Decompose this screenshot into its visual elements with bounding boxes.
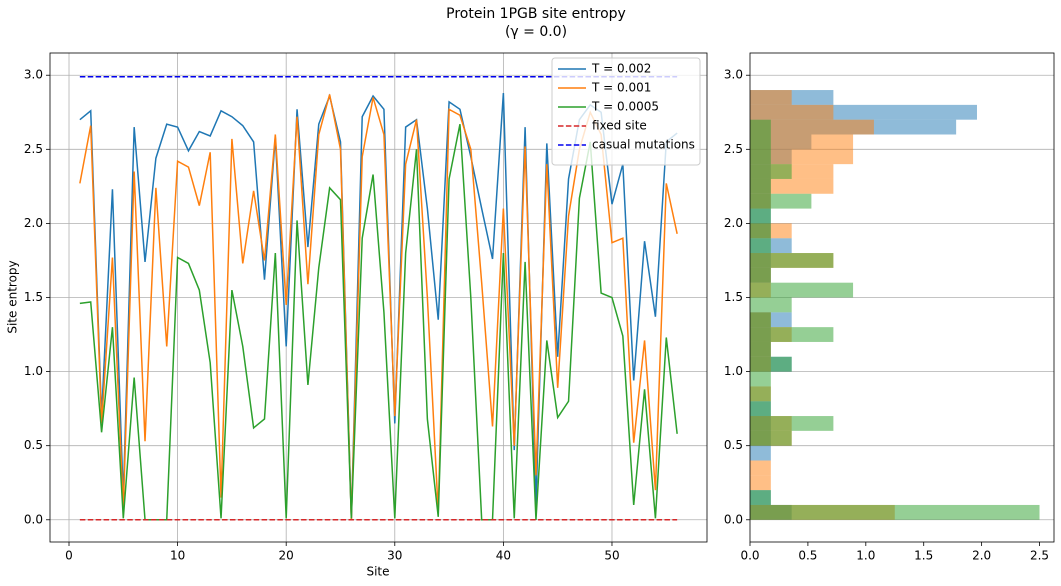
histogram-bar	[750, 430, 792, 446]
y-tick-label: 0.5	[24, 438, 43, 452]
x-tick-label: 0.0	[740, 549, 759, 563]
histogram-bar	[750, 134, 854, 150]
y-tick-label: 1.0	[24, 364, 43, 378]
y-tick-label: 3.0	[24, 68, 43, 82]
histogram-bar	[750, 90, 792, 105]
legend-label: fixed site	[592, 119, 647, 133]
chart-title: Protein 1PGB site entropy	[446, 6, 626, 22]
histogram-bar	[750, 504, 1040, 520]
y-tick-label: 2.5	[24, 142, 43, 156]
x-tick-label: 40	[496, 549, 511, 563]
x-tick-label: 1.5	[914, 549, 933, 563]
y-tick-label: 1.5	[724, 290, 743, 304]
x-tick-label: 0	[65, 549, 73, 563]
x-tick-label: 20	[279, 549, 294, 563]
histogram-bar	[750, 356, 792, 372]
histogram-bar	[750, 327, 834, 342]
histogram-bar	[750, 341, 771, 357]
histogram-bar	[750, 490, 771, 505]
y-tick-label: 1.5	[24, 290, 43, 304]
x-tick-label: 10	[170, 549, 185, 563]
axes-frame	[49, 52, 708, 543]
y-tick-label: 0.0	[724, 512, 743, 526]
axes-frame	[749, 52, 1055, 543]
series-line	[79, 123, 678, 521]
legend-box	[551, 57, 701, 166]
histogram-bar	[750, 164, 792, 179]
y-tick-label: 0.0	[24, 512, 43, 526]
y-axis-label: Site entropy	[6, 260, 20, 333]
histogram-bar	[750, 193, 812, 209]
y-tick-label: 1.0	[724, 364, 743, 378]
histogram-bar	[750, 104, 834, 120]
histogram-bar	[750, 475, 771, 491]
histogram-bar	[750, 119, 874, 135]
histogram-bar	[750, 253, 834, 268]
histogram-bar	[750, 312, 771, 328]
histogram-bar	[750, 445, 771, 461]
x-tick-label: 2.5	[1030, 549, 1049, 563]
histogram-bar	[750, 208, 771, 224]
chart-subtitle: (γ = 0.0)	[505, 24, 567, 40]
histogram-bar	[750, 371, 771, 387]
histogram-bar	[750, 297, 792, 313]
histogram-bar	[750, 460, 771, 476]
x-tick-label: 0.5	[798, 549, 817, 563]
histogram-bar	[750, 282, 854, 298]
x-tick-label: 2.0	[972, 549, 991, 563]
x-tick-label: 50	[604, 549, 619, 563]
histogram-bar	[750, 386, 771, 402]
legend-label: T = 0.002	[591, 62, 651, 76]
y-tick-label: 2.0	[724, 216, 743, 230]
histogram-bar	[750, 134, 771, 150]
histogram-bar	[750, 401, 771, 417]
histogram-bar	[750, 238, 771, 254]
histogram-bar	[750, 416, 834, 431]
y-tick-label: 0.5	[724, 438, 743, 452]
legend-label: T = 0.001	[591, 81, 651, 95]
y-tick-label: 3.0	[724, 68, 743, 82]
histogram-bar	[750, 149, 854, 165]
x-tick-label: 30	[387, 549, 402, 563]
legend-label: T = 0.0005	[591, 100, 659, 114]
histogram-bar	[750, 149, 771, 165]
x-tick-label: 1.0	[856, 549, 875, 563]
histogram-bar	[750, 178, 771, 194]
histogram-bar	[750, 119, 771, 135]
legend-label: casual mutations	[592, 138, 695, 152]
histogram-bar	[750, 223, 771, 239]
y-tick-label: 2.5	[724, 142, 743, 156]
histogram-bar	[750, 267, 771, 283]
y-tick-label: 2.0	[24, 216, 43, 230]
x-axis-label: Site	[366, 565, 389, 579]
